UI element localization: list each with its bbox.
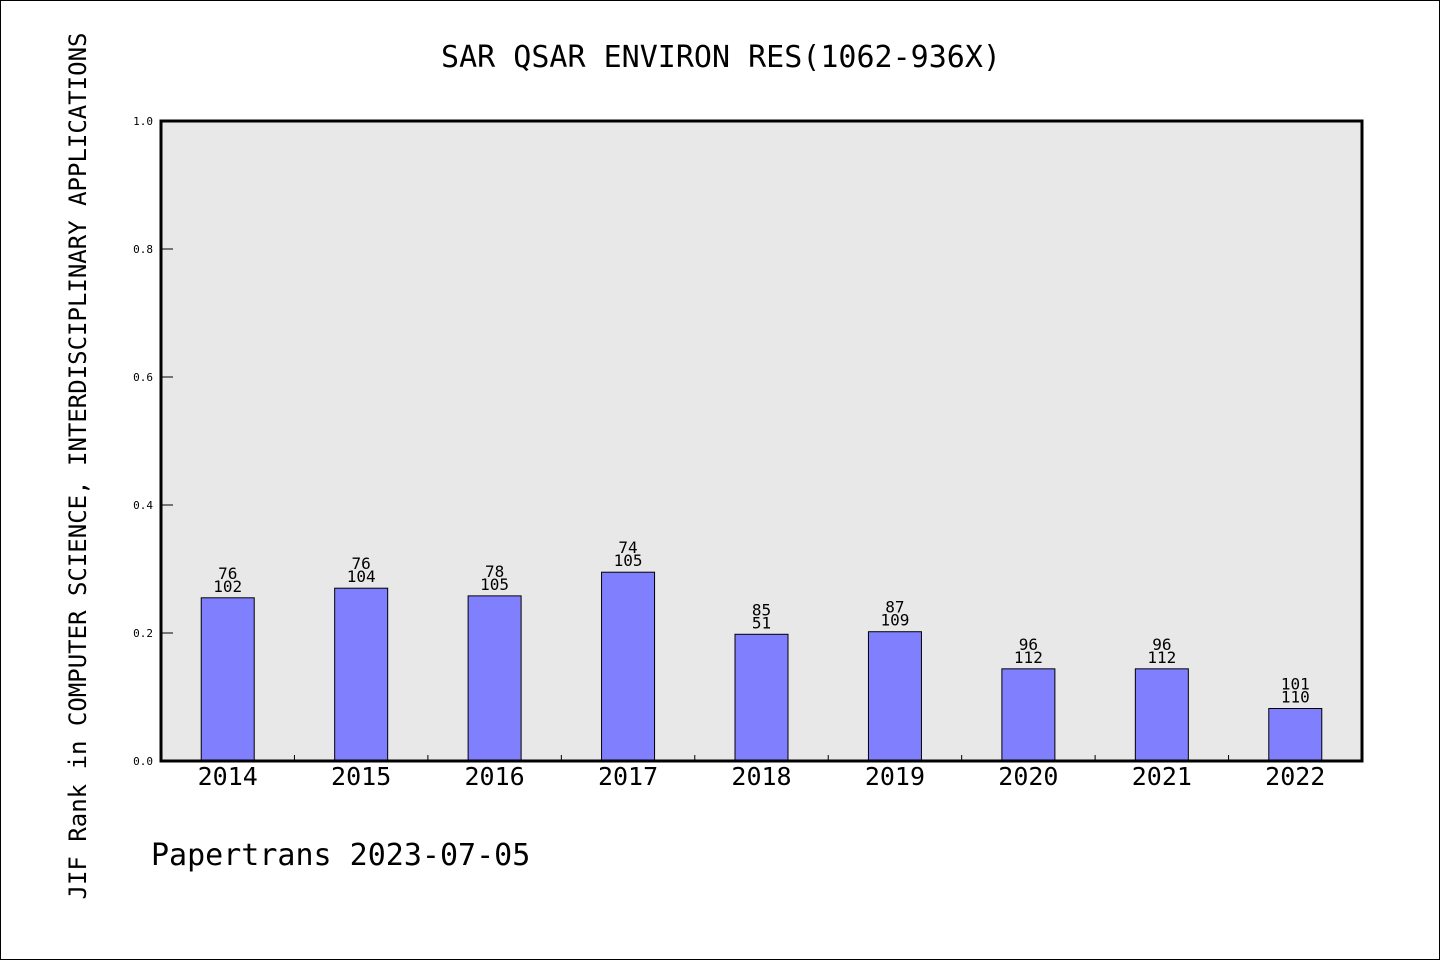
bar-rank-label: 78 [485,562,504,581]
x-tick-label: 2015 [331,762,391,791]
bar-rank-label: 96 [1152,635,1171,654]
bar-total-label: 104 [347,567,376,586]
bar-total-label: 109 [880,611,909,630]
bar-rank-label: 74 [618,538,637,557]
bar-total-label: 102 [213,577,242,596]
bar-2022 [1268,708,1323,762]
bar-rank-label: 87 [885,598,904,617]
x-tick-label: 2017 [598,762,658,791]
bar-2016 [467,595,522,762]
bar-rank-label: 76 [352,554,371,573]
x-tick-labels: 2014 2015 2016 2017 2018 2019 2020 2021 2022 [198,762,1326,791]
bar-2021 [1134,668,1189,762]
bar-total-label: 105 [480,575,509,594]
y-tick-label: 0.8 [133,243,153,256]
bar-2020 [1001,668,1056,762]
bar-total-label: 112 [1147,648,1176,667]
bar-total-label: 110 [1281,688,1310,707]
footer-credit: Papertrans 2023-07-05 [151,838,530,873]
bar-total-label: 105 [614,551,643,570]
bar-total-label: 51 [752,613,771,632]
plot-border [159,119,1364,763]
y-tick-label: 0.4 [133,499,153,512]
y-ticks: 0.0 0.2 0.4 0.6 0.8 1.0 [133,115,173,768]
bar-2015 [334,587,389,762]
y-axis-label: JIF Rank in COMPUTER SCIENCE, INTERDISCI… [64,33,92,900]
x-tick-label: 2019 [865,762,925,791]
x-tick-label: 2016 [465,762,525,791]
x-tick-label: 2020 [998,762,1058,791]
y-tick-label: 1.0 [133,115,153,128]
x-tick-label: 2021 [1132,762,1192,791]
bar-rank-label: 76 [218,564,237,583]
chart-title: SAR QSAR ENVIRON RES(1062-936X) [441,40,1001,75]
bar-rank-label: 85 [752,600,771,619]
x-tick-label: 2018 [731,762,791,791]
bar-2014 [200,597,255,762]
y-tick-label: 0.2 [133,627,153,640]
bar-2019 [867,631,922,762]
bar-rank-label: 96 [1019,635,1038,654]
bar-2017 [601,571,656,762]
bars [200,571,1323,762]
y-tick-label: 0.6 [133,371,153,384]
x-tick-label: 2014 [198,762,258,791]
bar-2018 [734,633,789,762]
x-tick-label: 2022 [1265,762,1325,791]
bar-rank-label: 101 [1281,675,1310,694]
y-tick-label: 0.0 [133,755,153,768]
bar-total-label: 112 [1014,648,1043,667]
